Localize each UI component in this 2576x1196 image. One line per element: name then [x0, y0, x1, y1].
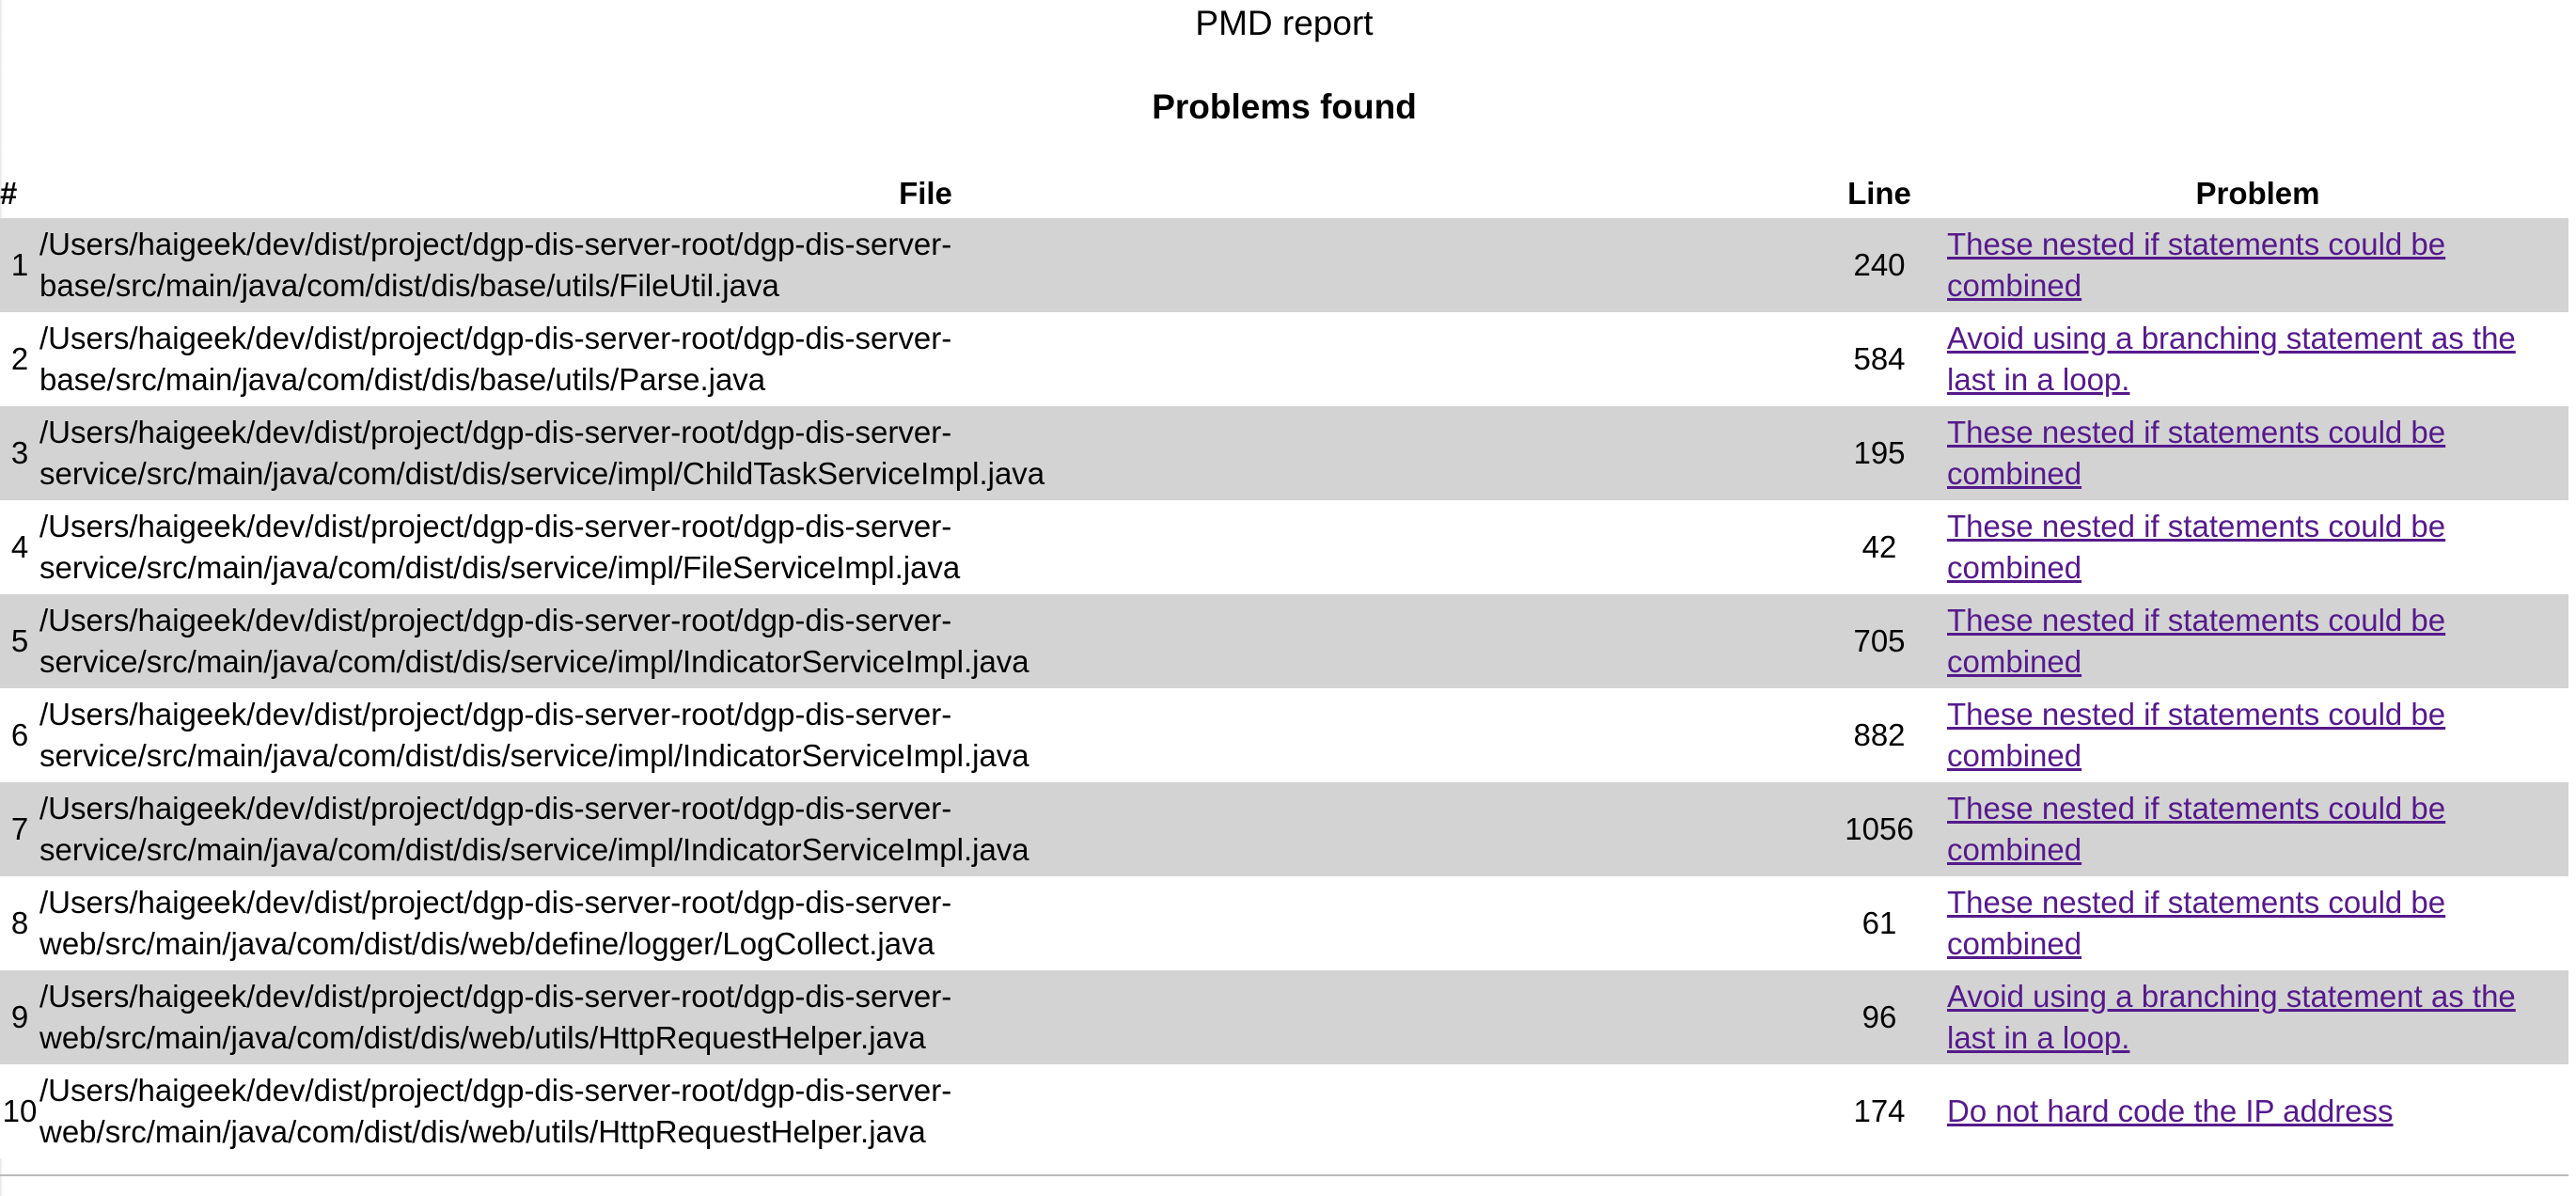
table-row: 3 /Users/haigeek/dev/dist/project/dgp-di…	[0, 406, 2568, 500]
line-number: 1056	[1812, 782, 1947, 876]
problems-table: # File Line Problem 1 /Users/haigeek/dev…	[0, 169, 2568, 1158]
row-number: 3	[0, 406, 39, 500]
problem-cell: These nested if statements could be comb…	[1947, 406, 2568, 500]
problem-cell: These nested if statements could be comb…	[1947, 500, 2568, 594]
row-number: 10	[0, 1064, 39, 1158]
problem-link[interactable]: These nested if statements could be comb…	[1947, 415, 2446, 491]
section-title: Problems found	[1152, 87, 1417, 126]
line-number: 42	[1812, 500, 1947, 594]
problem-link[interactable]: These nested if statements could be comb…	[1947, 227, 2446, 303]
row-number: 8	[0, 876, 39, 970]
row-number: 5	[0, 594, 39, 688]
line-number: 240	[1812, 218, 1947, 312]
bottom-divider	[0, 1174, 2568, 1176]
table-row: 1 /Users/haigeek/dev/dist/project/dgp-di…	[0, 218, 2568, 312]
problem-link[interactable]: Avoid using a branching statement as the…	[1947, 979, 2516, 1055]
column-header-number: #	[0, 176, 18, 211]
problem-link[interactable]: These nested if statements could be comb…	[1947, 509, 2446, 585]
line-number: 61	[1812, 876, 1947, 970]
table-row: 5 /Users/haigeek/dev/dist/project/dgp-di…	[0, 594, 2568, 688]
problem-link[interactable]: These nested if statements could be comb…	[1947, 603, 2446, 679]
row-number: 1	[0, 218, 39, 312]
file-path: /Users/haigeek/dev/dist/project/dgp-dis-…	[39, 312, 1812, 406]
line-number: 882	[1812, 688, 1947, 782]
line-number: 174	[1812, 1064, 1947, 1158]
column-header-problem: Problem	[2195, 176, 2320, 211]
problem-cell: These nested if statements could be comb…	[1947, 594, 2568, 688]
row-number: 9	[0, 970, 39, 1064]
row-number: 6	[0, 688, 39, 782]
file-path: /Users/haigeek/dev/dist/project/dgp-dis-…	[39, 970, 1812, 1064]
row-number: 7	[0, 782, 39, 876]
column-header-line: Line	[1847, 176, 1911, 211]
table-row: 6 /Users/haigeek/dev/dist/project/dgp-di…	[0, 688, 2568, 782]
line-number: 584	[1812, 312, 1947, 406]
table-row: 7 /Users/haigeek/dev/dist/project/dgp-di…	[0, 782, 2568, 876]
table-row: 8 /Users/haigeek/dev/dist/project/dgp-di…	[0, 876, 2568, 970]
line-number: 195	[1812, 406, 1947, 500]
problem-cell: Avoid using a branching statement as the…	[1947, 312, 2568, 406]
line-number: 96	[1812, 970, 1947, 1064]
problem-cell: Do not hard code the IP address	[1947, 1064, 2568, 1158]
file-path: /Users/haigeek/dev/dist/project/dgp-dis-…	[39, 218, 1812, 312]
file-path: /Users/haigeek/dev/dist/project/dgp-dis-…	[39, 1064, 1812, 1158]
file-path: /Users/haigeek/dev/dist/project/dgp-dis-…	[39, 782, 1812, 876]
problem-cell: These nested if statements could be comb…	[1947, 876, 2568, 970]
table-row: 9 /Users/haigeek/dev/dist/project/dgp-di…	[0, 970, 2568, 1064]
table-row: 10 /Users/haigeek/dev/dist/project/dgp-d…	[0, 1064, 2568, 1158]
problem-link[interactable]: These nested if statements could be comb…	[1947, 885, 2446, 961]
file-path: /Users/haigeek/dev/dist/project/dgp-dis-…	[39, 876, 1812, 970]
page-title: PMD report	[1195, 4, 1374, 42]
problem-cell: Avoid using a branching statement as the…	[1947, 970, 2568, 1064]
table-row: 4 /Users/haigeek/dev/dist/project/dgp-di…	[0, 500, 2568, 594]
file-path: /Users/haigeek/dev/dist/project/dgp-dis-…	[39, 594, 1812, 688]
file-path: /Users/haigeek/dev/dist/project/dgp-dis-…	[39, 688, 1812, 782]
table-row: 2 /Users/haigeek/dev/dist/project/dgp-di…	[0, 312, 2568, 406]
table-header-row: # File Line Problem	[0, 169, 2568, 218]
column-header-file: File	[899, 176, 952, 211]
problem-link[interactable]: Do not hard code the IP address	[1947, 1094, 2394, 1128]
problem-link[interactable]: Avoid using a branching statement as the…	[1947, 321, 2516, 397]
row-number: 4	[0, 500, 39, 594]
problem-link[interactable]: These nested if statements could be comb…	[1947, 791, 2446, 867]
problem-cell: These nested if statements could be comb…	[1947, 218, 2568, 312]
line-number: 705	[1812, 594, 1947, 688]
problem-link[interactable]: These nested if statements could be comb…	[1947, 697, 2446, 773]
problem-cell: These nested if statements could be comb…	[1947, 688, 2568, 782]
file-path: /Users/haigeek/dev/dist/project/dgp-dis-…	[39, 406, 1812, 500]
row-number: 2	[0, 312, 39, 406]
file-path: /Users/haigeek/dev/dist/project/dgp-dis-…	[39, 500, 1812, 594]
problem-cell: These nested if statements could be comb…	[1947, 782, 2568, 876]
